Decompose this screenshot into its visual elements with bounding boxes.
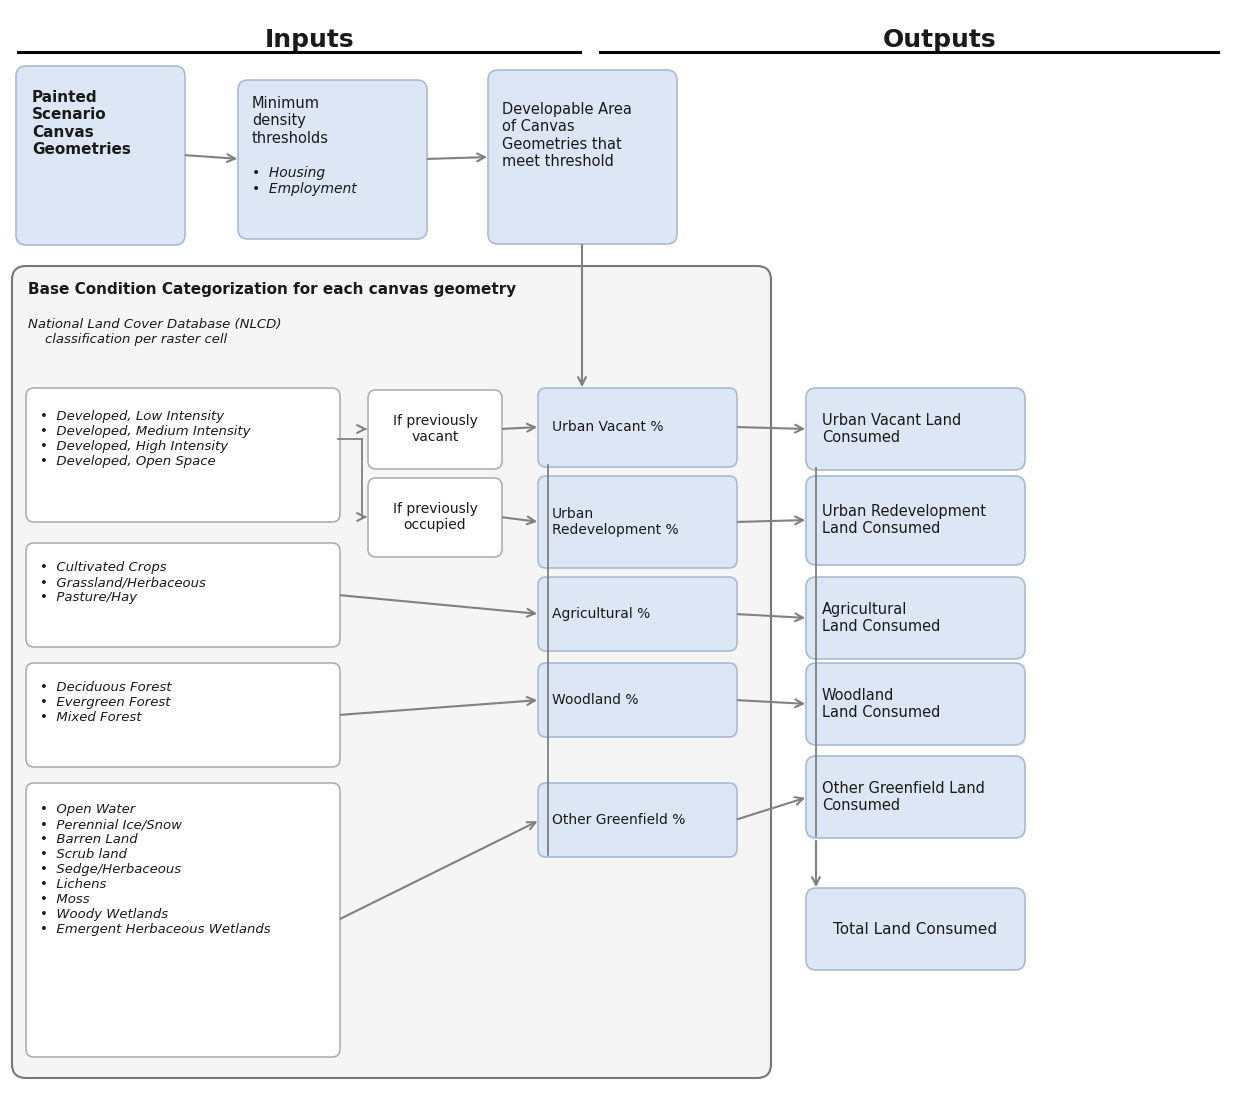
Text: Base Condition Categorization for each canvas geometry: Base Condition Categorization for each c…	[28, 282, 516, 297]
FancyBboxPatch shape	[806, 663, 1025, 745]
FancyBboxPatch shape	[538, 577, 737, 651]
Text: Developable Area
of Canvas
Geometries that
meet threshold: Developable Area of Canvas Geometries th…	[502, 102, 632, 169]
FancyBboxPatch shape	[806, 476, 1025, 565]
FancyBboxPatch shape	[806, 577, 1025, 659]
Text: •  Housing
•  Employment: • Housing • Employment	[252, 166, 357, 197]
Text: •  Open Water
•  Perennial Ice/Snow
•  Barren Land
•  Scrub land
•  Sedge/Herbac: • Open Water • Perennial Ice/Snow • Barr…	[39, 803, 270, 936]
FancyBboxPatch shape	[538, 476, 737, 568]
FancyBboxPatch shape	[16, 66, 185, 245]
Text: Agricultural
Land Consumed: Agricultural Land Consumed	[822, 602, 940, 634]
Text: •  Cultivated Crops
•  Grassland/Herbaceous
•  Pasture/Hay: • Cultivated Crops • Grassland/Herbaceou…	[39, 561, 206, 604]
Text: Urban Redevelopment
Land Consumed: Urban Redevelopment Land Consumed	[822, 504, 986, 536]
Text: Other Greenfield %: Other Greenfield %	[552, 813, 685, 827]
Text: Inputs: Inputs	[265, 28, 355, 52]
FancyBboxPatch shape	[12, 266, 771, 1078]
Text: National Land Cover Database (NLCD)
    classification per raster cell: National Land Cover Database (NLCD) clas…	[28, 318, 281, 346]
FancyBboxPatch shape	[26, 543, 341, 648]
Text: Outputs: Outputs	[884, 28, 997, 52]
Text: Minimum
density
thresholds: Minimum density thresholds	[252, 96, 329, 146]
FancyBboxPatch shape	[368, 390, 502, 469]
Text: Agricultural %: Agricultural %	[552, 607, 650, 621]
Text: Woodland
Land Consumed: Woodland Land Consumed	[822, 687, 940, 720]
FancyBboxPatch shape	[26, 663, 341, 767]
FancyBboxPatch shape	[487, 70, 677, 244]
Text: •  Deciduous Forest
•  Evergreen Forest
•  Mixed Forest: • Deciduous Forest • Evergreen Forest • …	[39, 681, 172, 724]
FancyBboxPatch shape	[806, 756, 1025, 838]
Text: Woodland %: Woodland %	[552, 693, 638, 707]
FancyBboxPatch shape	[538, 783, 737, 857]
FancyBboxPatch shape	[806, 388, 1025, 470]
Text: Painted
Scenario
Canvas
Geometries: Painted Scenario Canvas Geometries	[32, 90, 131, 157]
FancyBboxPatch shape	[26, 783, 341, 1057]
Text: Urban Vacant Land
Consumed: Urban Vacant Land Consumed	[822, 413, 961, 445]
Text: If previously
occupied: If previously occupied	[392, 502, 478, 533]
FancyBboxPatch shape	[238, 80, 427, 239]
Text: Urban Vacant %: Urban Vacant %	[552, 420, 664, 434]
FancyBboxPatch shape	[538, 663, 737, 737]
FancyBboxPatch shape	[368, 478, 502, 557]
FancyBboxPatch shape	[538, 388, 737, 467]
FancyBboxPatch shape	[26, 388, 341, 522]
Text: Total Land Consumed: Total Land Consumed	[833, 922, 997, 937]
Text: •  Developed, Low Intensity
•  Developed, Medium Intensity
•  Developed, High In: • Developed, Low Intensity • Developed, …	[39, 410, 251, 469]
FancyBboxPatch shape	[806, 888, 1025, 970]
Text: Other Greenfield Land
Consumed: Other Greenfield Land Consumed	[822, 781, 985, 813]
Text: If previously
vacant: If previously vacant	[392, 414, 478, 444]
Text: Urban
Redevelopment %: Urban Redevelopment %	[552, 507, 679, 537]
